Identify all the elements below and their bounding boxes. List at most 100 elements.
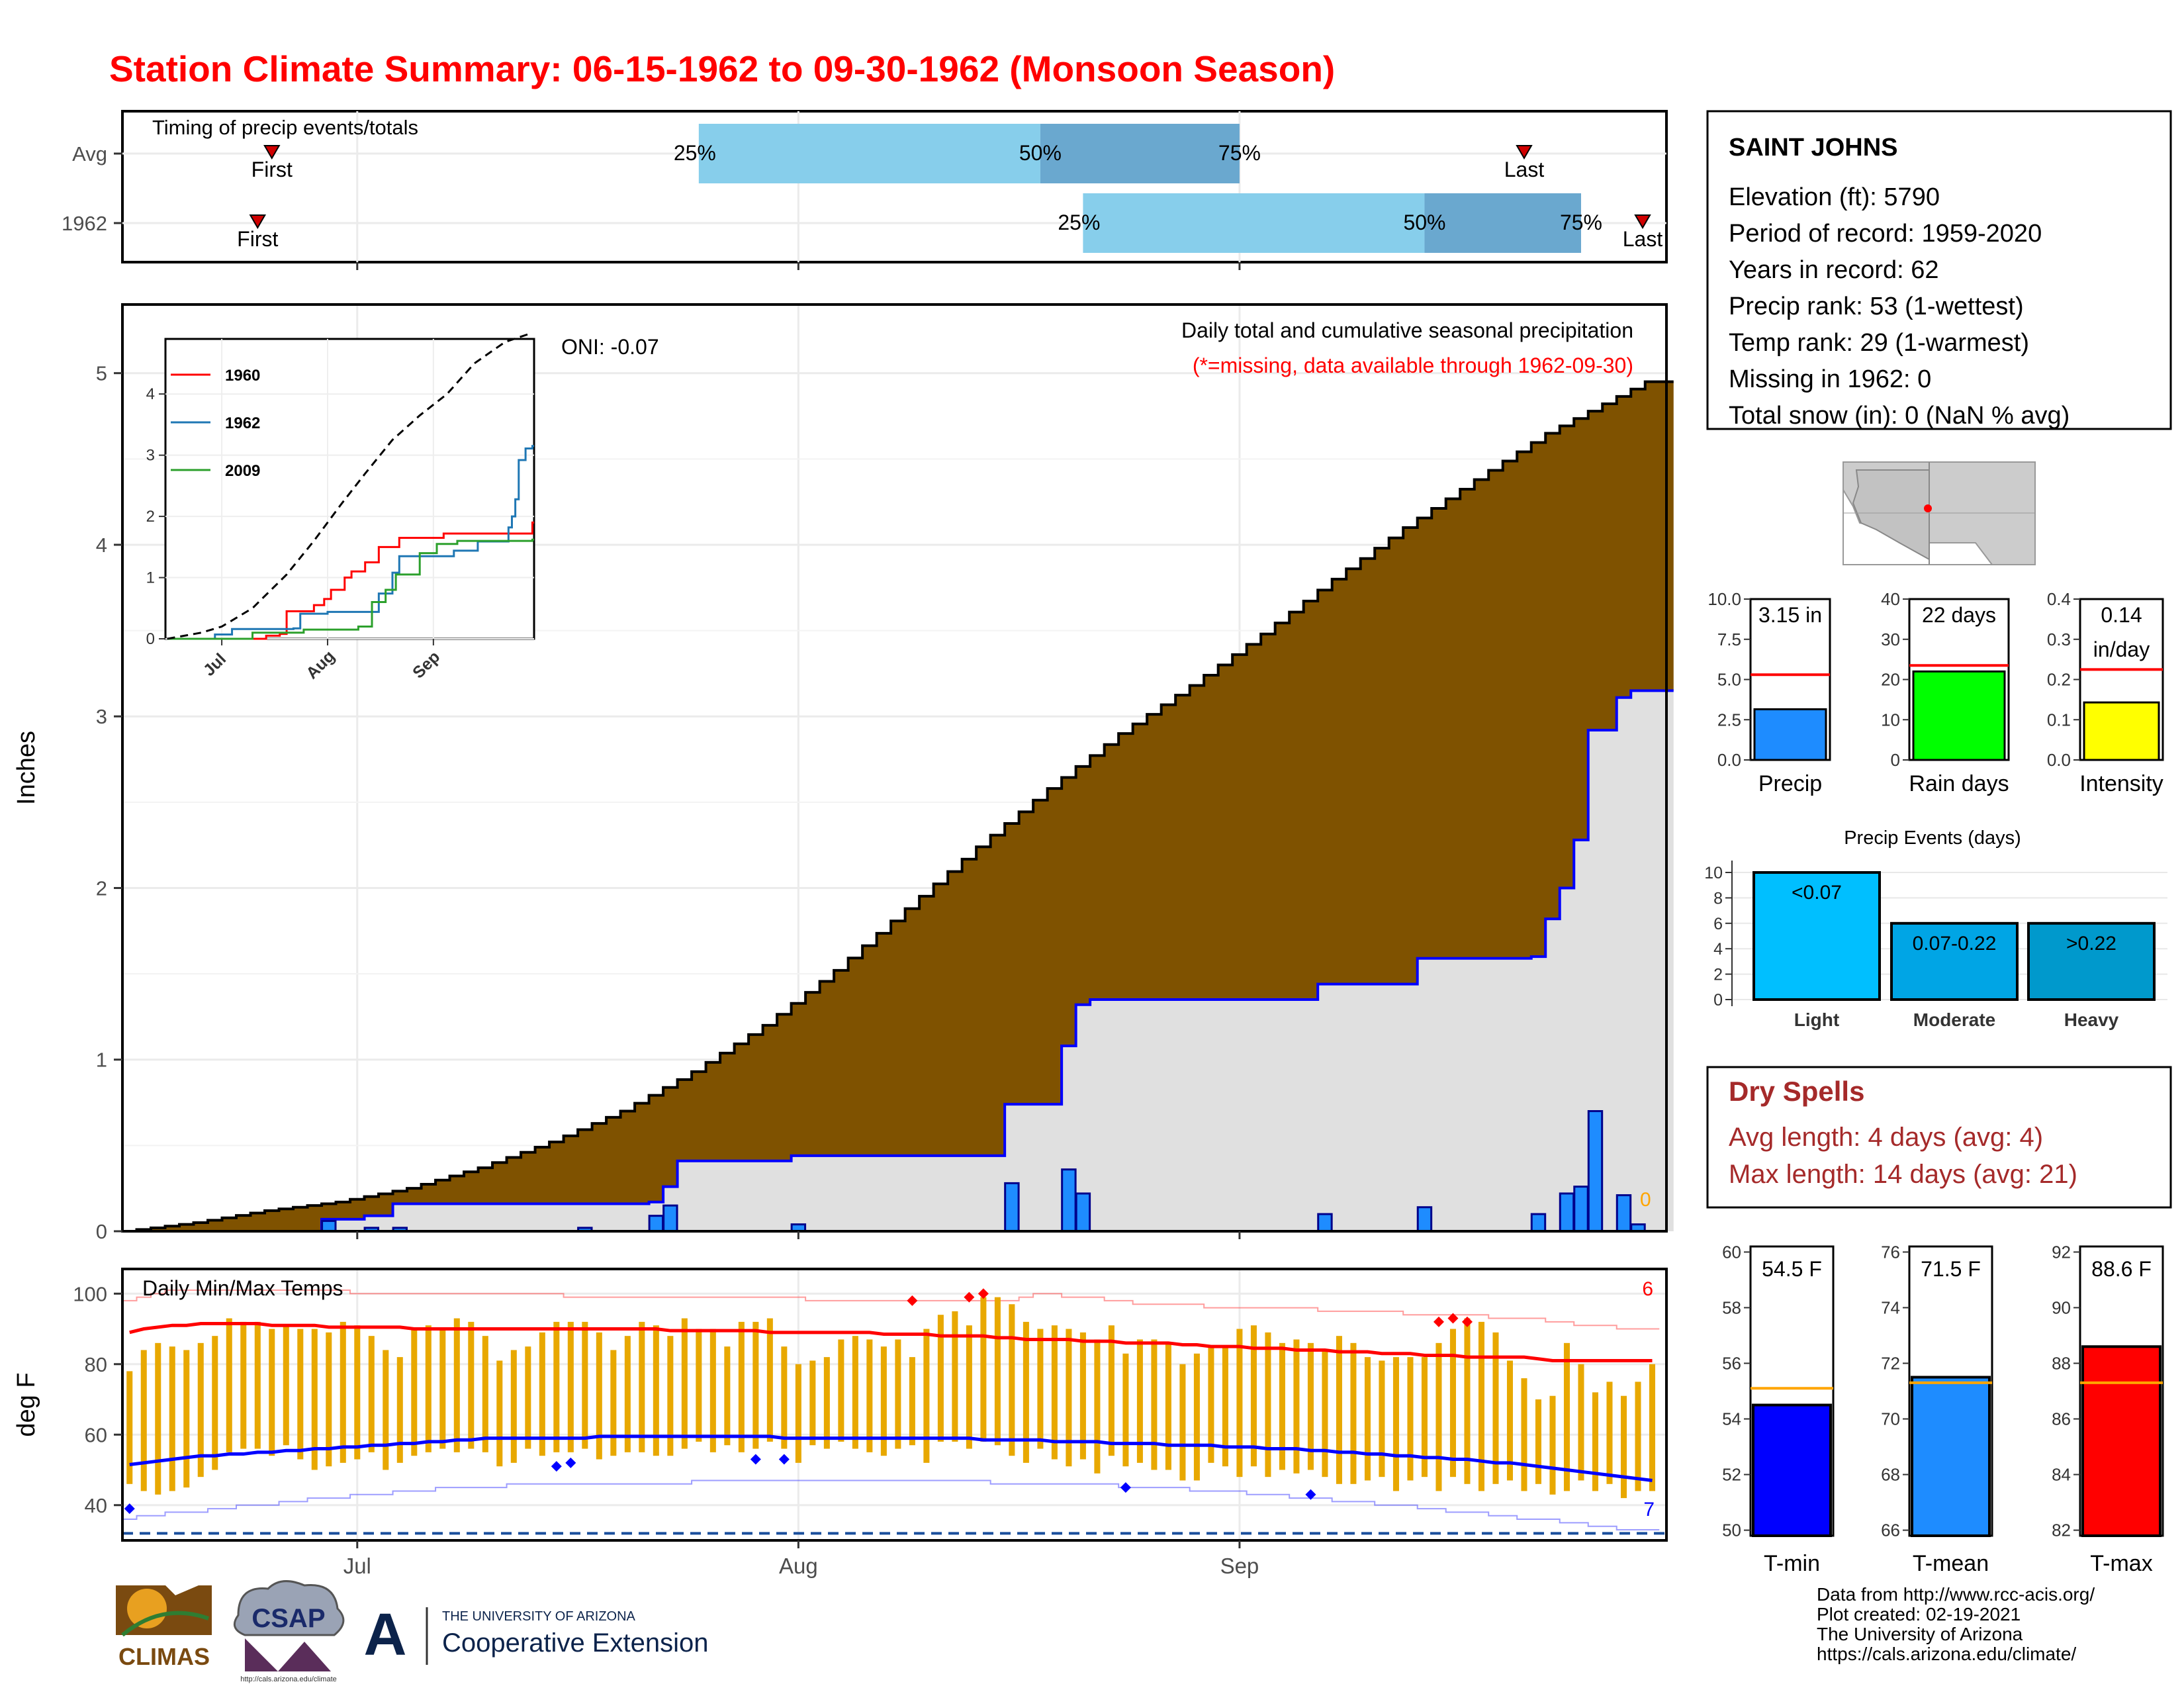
temp-total-y-tick-label: 52: [1722, 1465, 1741, 1485]
precip-y-tick-label: 0: [96, 1220, 107, 1243]
inset-line-1962: [167, 445, 534, 640]
daily-temp-bar: [653, 1325, 659, 1456]
daily-temp-bar: [197, 1342, 204, 1477]
station-info-line: Precip rank: 53 (1-wettest): [1729, 293, 2024, 320]
daily-temp-bar: [1392, 1357, 1399, 1491]
daily-temp-bar: [1620, 1395, 1627, 1499]
daily-temp-bar: [311, 1329, 318, 1470]
daily-temp-bar: [1606, 1382, 1613, 1484]
daily-temp-bar: [468, 1321, 475, 1449]
timing-pct-label: 50%: [1403, 211, 1445, 234]
daily-temp-bar: [1578, 1364, 1584, 1481]
daily-temp-bar: [1279, 1342, 1285, 1470]
inset-y-tick-label: 4: [146, 385, 155, 403]
climas-logo-text: CLIMAS: [118, 1643, 210, 1670]
avg-min-line: [129, 1434, 1653, 1482]
inset-y-tick-label: 1: [146, 569, 155, 587]
climas-logo-arc: [121, 1611, 210, 1637]
temp-total-y-tick-label: 76: [1881, 1242, 1900, 1262]
daily-temp-bar: [254, 1321, 261, 1449]
precip-y-axis-label: Inches: [13, 731, 40, 805]
timing-pct-label: 75%: [1560, 211, 1602, 234]
daily-precip-bar: [1317, 1213, 1333, 1233]
daily-temp-bar: [681, 1318, 688, 1449]
record-high-count: 6: [1642, 1278, 1653, 1300]
daily-temp-bar: [482, 1336, 488, 1452]
timing-band-25-50: [1083, 193, 1425, 253]
daily-precip-bar: [662, 1204, 678, 1233]
daily-precip-bar: [1587, 1110, 1604, 1233]
daily-temp-bar: [624, 1336, 631, 1452]
event-bar-label: <0.07: [1792, 882, 1842, 904]
daily-temp-bar: [1549, 1395, 1556, 1495]
daily-temp-bar: [155, 1342, 161, 1495]
temp-total-y-tick-label: 70: [1881, 1409, 1900, 1429]
daily-temp-bar: [140, 1350, 147, 1491]
events-y-tick-label: 8: [1713, 889, 1723, 908]
total-label: Rain days: [1909, 771, 2009, 796]
daily-temp-bar: [1179, 1364, 1186, 1481]
daily-temp-bar: [1009, 1304, 1015, 1456]
daily-precip-bar: [1004, 1182, 1020, 1233]
daily-temp-bar: [994, 1297, 1001, 1446]
temp-total-y-tick-label: 90: [2052, 1297, 2071, 1317]
daily-temp-bar: [1649, 1364, 1656, 1491]
climas-logo-sun: [127, 1589, 167, 1628]
record-low-marker: [551, 1461, 562, 1472]
last-label: Last: [1504, 158, 1545, 181]
inset-line-1960: [167, 521, 534, 640]
daily-temp-bar: [838, 1339, 844, 1442]
precip-y-tick-label: 3: [96, 705, 107, 728]
first-marker: [249, 214, 267, 229]
cumulative-1962-area: [122, 690, 1674, 1231]
daily-temp-bar: [724, 1346, 731, 1446]
last-marker: [1516, 145, 1533, 160]
daily-temp-bar: [340, 1321, 346, 1463]
daily-temp-bar: [383, 1350, 389, 1470]
daily-temp-bar: [809, 1360, 816, 1446]
timing-row-label: Avg: [72, 142, 107, 165]
daily-temp-bar: [752, 1321, 759, 1449]
daily-temp-bar: [525, 1346, 531, 1449]
record-high-marker: [1461, 1316, 1473, 1327]
first-marker: [263, 145, 281, 160]
daily-temp-bar: [269, 1329, 275, 1456]
daily-temp-bar: [1265, 1332, 1271, 1477]
daily-temp-bar: [510, 1350, 517, 1463]
station-location-marker: [1924, 504, 1932, 512]
station-info-line: Total snow (in): 0 (NaN % avg): [1729, 402, 2070, 430]
total-y-tick-label: 5.0: [1717, 670, 1741, 690]
record-high-marker: [1447, 1313, 1459, 1324]
station-box: [1706, 110, 2172, 430]
event-category-label: Moderate: [1913, 1009, 1995, 1030]
temp-total-bar-tmin: [1752, 1403, 1832, 1537]
daily-precip-bar: [1615, 1194, 1632, 1233]
daily-temp-bar: [866, 1339, 873, 1452]
record-low-marker: [1120, 1482, 1131, 1493]
total-y-tick-label: 20: [1881, 670, 1900, 690]
temp-panel-label: Daily Min/Max Temps: [142, 1276, 343, 1300]
timing-band-25-50: [698, 124, 1040, 183]
total-y-tick-label: 0: [1891, 750, 1900, 770]
missing-count: 0: [1640, 1189, 1651, 1211]
timing-band-50-75: [1040, 124, 1240, 183]
event-category-label: Heavy: [2064, 1009, 2119, 1030]
daily-temp-bar: [1322, 1350, 1328, 1477]
daily-temp-bar: [696, 1329, 702, 1442]
daily-temp-bar: [1506, 1360, 1513, 1481]
inset-line-2009: [167, 538, 534, 640]
record-low-marker: [750, 1454, 761, 1465]
daily-temp-bar: [1635, 1382, 1641, 1491]
ua-logo-line1: THE UNIVERSITY OF ARIZONA: [442, 1609, 636, 1624]
daily-temp-bar: [880, 1346, 887, 1456]
event-bar-label: >0.22: [2066, 933, 2116, 955]
inset-legend-label: 1962: [225, 414, 260, 432]
inset-average-line: [167, 332, 533, 640]
event-category-label: Light: [1794, 1009, 1839, 1030]
daily-precip-bar: [1573, 1186, 1589, 1233]
record-min-line: [122, 1479, 1660, 1531]
daily-temp-bar: [667, 1336, 674, 1456]
inset-legend-label: 1960: [225, 367, 260, 385]
daily-temp-bar: [453, 1318, 460, 1452]
daily-temp-bar: [169, 1346, 175, 1491]
